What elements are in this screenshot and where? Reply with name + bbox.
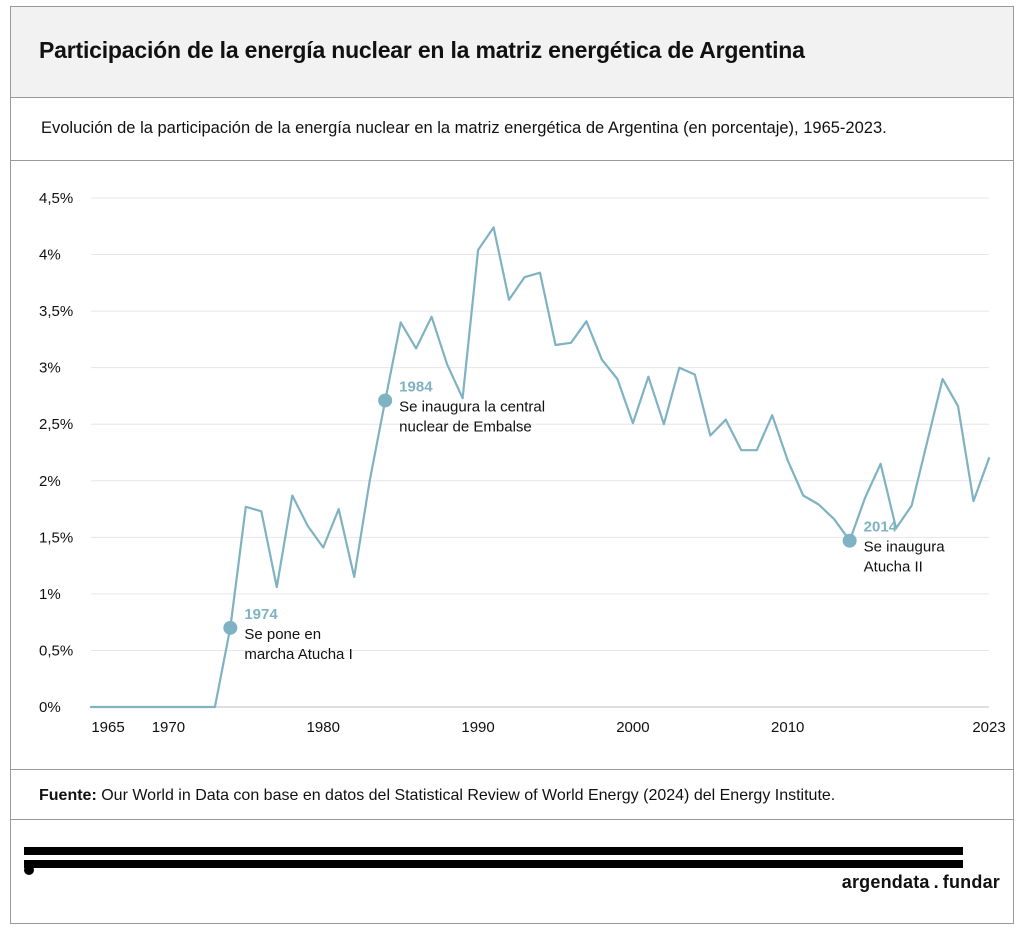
brand-logo: argendata. fundar bbox=[842, 872, 1000, 893]
y-tick-label: 3,5% bbox=[39, 303, 73, 320]
y-tick-label: 2% bbox=[39, 473, 61, 490]
brand-name-left: argendata bbox=[841, 872, 930, 892]
y-tick-label: 4,5% bbox=[39, 190, 73, 207]
annotation-text: Se inaugura bbox=[864, 539, 946, 556]
x-tick-label: 1990 bbox=[461, 719, 494, 736]
y-tick-label: 2,5% bbox=[39, 416, 73, 433]
annotation-marker bbox=[223, 620, 238, 635]
y-tick-label: 0,5% bbox=[39, 642, 73, 659]
x-tick-label: 1980 bbox=[307, 719, 340, 736]
series-line bbox=[89, 226, 991, 709]
x-tick-label: 2000 bbox=[616, 719, 649, 736]
brand-stripe-bottom bbox=[24, 860, 963, 868]
annotation-marker bbox=[842, 533, 857, 548]
brand-stripe-top bbox=[24, 847, 963, 855]
brand-name-right: fundar bbox=[942, 872, 1000, 892]
y-tick-label: 1% bbox=[39, 586, 61, 603]
source-label: Fuente: bbox=[39, 787, 97, 804]
y-tick-label: 1,5% bbox=[39, 529, 73, 546]
y-tick-label: 4% bbox=[39, 247, 61, 264]
brand-separator: . bbox=[933, 872, 939, 892]
annotation-text: Se inaugura la central bbox=[399, 398, 545, 415]
x-tick-label: 1970 bbox=[152, 719, 185, 736]
source-bar: Fuente: Our World in Data con base en da… bbox=[11, 770, 1013, 820]
chart-title: Participación de la energía nuclear en l… bbox=[39, 37, 805, 63]
chart-subtitle: Evolución de la participación de la ener… bbox=[41, 119, 887, 137]
annotation-year: 2014 bbox=[864, 519, 898, 536]
source-note: Fuente: Our World in Data con base en da… bbox=[39, 787, 835, 805]
annotation-text: Atucha II bbox=[864, 559, 923, 576]
source-text: Our World in Data con base en datos del … bbox=[101, 787, 836, 804]
x-tick-label: 2023 bbox=[972, 719, 1005, 736]
annotation-year: 1984 bbox=[399, 378, 433, 395]
subtitle-bar: Evolución de la participación de la ener… bbox=[11, 98, 1013, 161]
annotation-text: Se pone en bbox=[244, 626, 321, 643]
annotation-text: marcha Atucha I bbox=[244, 646, 352, 663]
y-tick-label: 3% bbox=[39, 360, 61, 377]
x-tick-label: 2010 bbox=[771, 719, 804, 736]
chart-card: Participación de la energía nuclear en l… bbox=[10, 6, 1014, 924]
title-bar: Participación de la energía nuclear en l… bbox=[11, 7, 1013, 98]
annotation-year: 1974 bbox=[244, 606, 278, 623]
chart-area: 0% 0,5% 1% 1,5% 2% 2,5% 3% 3,5% 4% 4,5% 1965 1970 19… bbox=[11, 161, 1013, 770]
brand-dot bbox=[24, 865, 34, 875]
x-tick-label: 1965 bbox=[91, 719, 124, 736]
annotation-text: nuclear de Embalse bbox=[399, 418, 532, 435]
annotation-marker bbox=[378, 393, 393, 408]
y-tick-label: 0% bbox=[39, 699, 61, 716]
